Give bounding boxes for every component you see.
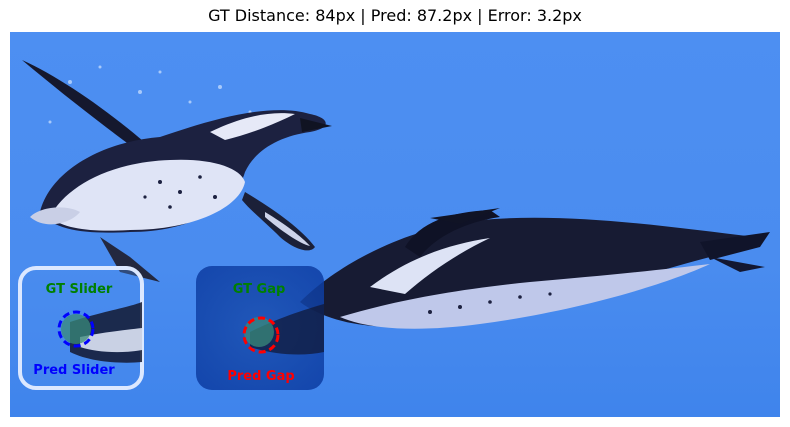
gt-gap-marker bbox=[244, 317, 274, 347]
figure-title: GT Distance: 84px | Pred: 87.2px | Error… bbox=[208, 6, 582, 25]
captcha-image: GT Slider Pred Slider GT Gap Pred Gap bbox=[10, 32, 780, 417]
gt-gap-label: GT Gap bbox=[233, 282, 286, 297]
captcha-scene: GT Slider Pred Slider GT Gap Pred Gap bbox=[10, 32, 780, 417]
pred-gap-label: Pred Gap bbox=[227, 369, 294, 384]
penguin-lower bbox=[300, 208, 770, 329]
pred-slider-marker bbox=[57, 310, 95, 348]
gt-slider-marker bbox=[61, 314, 91, 344]
pred-slider-label: Pred Slider bbox=[33, 363, 115, 378]
penguin-upper bbox=[22, 60, 332, 282]
pred-gap-marker bbox=[242, 316, 280, 354]
gt-slider-label: GT Slider bbox=[46, 282, 113, 297]
bubbles bbox=[48, 65, 252, 124]
